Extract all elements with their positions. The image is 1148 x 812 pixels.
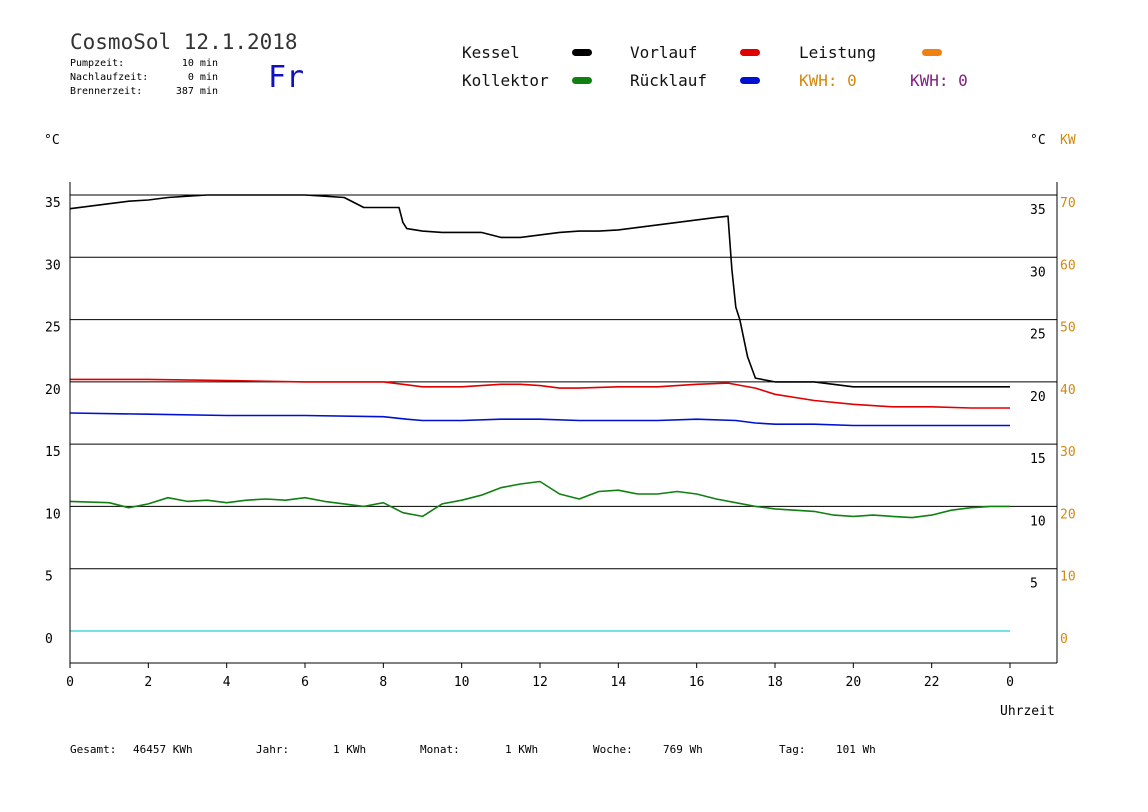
y-tick-label-right: 25: [1030, 328, 1046, 343]
footer-tag-value: 101 Wh: [836, 743, 876, 756]
x-tick-label: 10: [454, 675, 470, 690]
y-tick-label-left: 30: [45, 258, 61, 273]
x-tick-label: 8: [379, 675, 387, 690]
footer-gesamt-value: 46457 KWh: [133, 743, 193, 756]
y-tick-label-right: 15: [1030, 452, 1046, 467]
y-tick-label-left: 5: [45, 570, 53, 585]
legend-kollektor-label: Kollektor: [462, 71, 549, 90]
series-rcklauf-line: [69, 412, 1010, 427]
footer-jahr-label: Jahr:: [256, 743, 290, 756]
y-tick-label-left: 15: [45, 445, 61, 460]
stat-nachlaufzeit-label: Nachlaufzeit:: [70, 72, 149, 83]
y-tick-label-kw: 60: [1060, 258, 1076, 273]
x-tick-label: 18: [767, 675, 783, 690]
legend-leistung-swatch: [922, 49, 942, 56]
weekday-label: Fr: [268, 60, 305, 95]
y-tick-label-kw: 70: [1060, 196, 1076, 211]
footer-monat-label: Monat:: [420, 743, 460, 756]
x-tick-label: 4: [223, 675, 231, 690]
legend-ruecklauf-label: Rücklauf: [630, 71, 708, 90]
y-tick-label-kw: 0: [1060, 632, 1068, 647]
footer-woche-value: 769 Wh: [663, 743, 703, 756]
y-tick-label-kw: 50: [1060, 321, 1076, 336]
y-tick-label-left: 0: [45, 632, 53, 647]
y-tick-label-right: 20: [1030, 390, 1046, 405]
right-axis-unit-kw: KW: [1060, 133, 1076, 148]
y-tick-label-kw: 10: [1060, 570, 1076, 585]
legend-kwh-leistung: KWH: 0: [799, 71, 857, 90]
x-tick-label: 6: [301, 675, 309, 690]
legend-kessel-swatch: [572, 49, 592, 56]
y-tick-label-kw: 40: [1060, 383, 1076, 398]
y-tick-label-left: 20: [45, 383, 61, 398]
legend-leistung-label: Leistung: [799, 43, 877, 62]
footer-woche-label: Woche:: [593, 743, 633, 756]
right-axis-unit-celsius: °C: [1030, 133, 1046, 148]
chart-title: CosmoSol 12.1.2018: [70, 30, 298, 54]
y-tick-label-left: 35: [45, 196, 61, 211]
y-tick-label-kw: 20: [1060, 507, 1076, 522]
x-tick-label: 16: [689, 675, 705, 690]
x-tick-label: 22: [924, 675, 940, 690]
y-tick-label-right: 30: [1030, 265, 1046, 280]
footer-jahr-value: 1 KWh: [333, 743, 367, 756]
legend-kollektor-swatch: [572, 77, 592, 84]
legend-ruecklauf-swatch: [740, 77, 760, 84]
x-axis-label: Uhrzeit: [1000, 704, 1055, 719]
footer-monat-value: 1 KWh: [505, 743, 539, 756]
y-tick-label-kw: 30: [1060, 445, 1076, 460]
series-kessel-line: [69, 194, 1010, 388]
y-tick-label-right: 35: [1030, 203, 1046, 218]
footer-tag-label: Tag:: [779, 743, 806, 756]
legend-vorlauf-swatch: [740, 49, 760, 56]
x-tick-label: 0: [66, 675, 74, 690]
y-tick-label-right: 10: [1030, 514, 1046, 529]
left-axis-unit: °C: [44, 133, 60, 148]
legend-kessel-label: Kessel: [462, 43, 520, 62]
series-vorlauf-line: [70, 378, 1010, 409]
x-tick-label: 12: [532, 675, 548, 690]
x-tick-label: 14: [611, 675, 627, 690]
stat-nachlaufzeit-value: 0 min: [187, 72, 218, 83]
x-tick-label: 2: [144, 675, 152, 690]
legend-vorlauf-label: Vorlauf: [630, 43, 698, 62]
stat-pumpzeit-value: 10 min: [181, 58, 218, 69]
stat-brennerzeit-value: 387 min: [175, 86, 218, 97]
legend-kwh-second: KWH: 0: [910, 71, 968, 90]
y-tick-label-left: 25: [45, 321, 61, 336]
x-tick-label: 0: [1006, 675, 1014, 690]
y-tick-label-right: 5: [1030, 577, 1038, 592]
x-tick-label: 20: [846, 675, 862, 690]
y-tick-label-left: 10: [45, 507, 61, 522]
footer-gesamt-label: Gesamt:: [70, 743, 117, 756]
stat-pumpzeit-label: Pumpzeit:: [70, 58, 125, 69]
stat-brennerzeit-label: Brennerzeit:: [70, 86, 143, 97]
series-kollektor-line: [69, 480, 1010, 519]
